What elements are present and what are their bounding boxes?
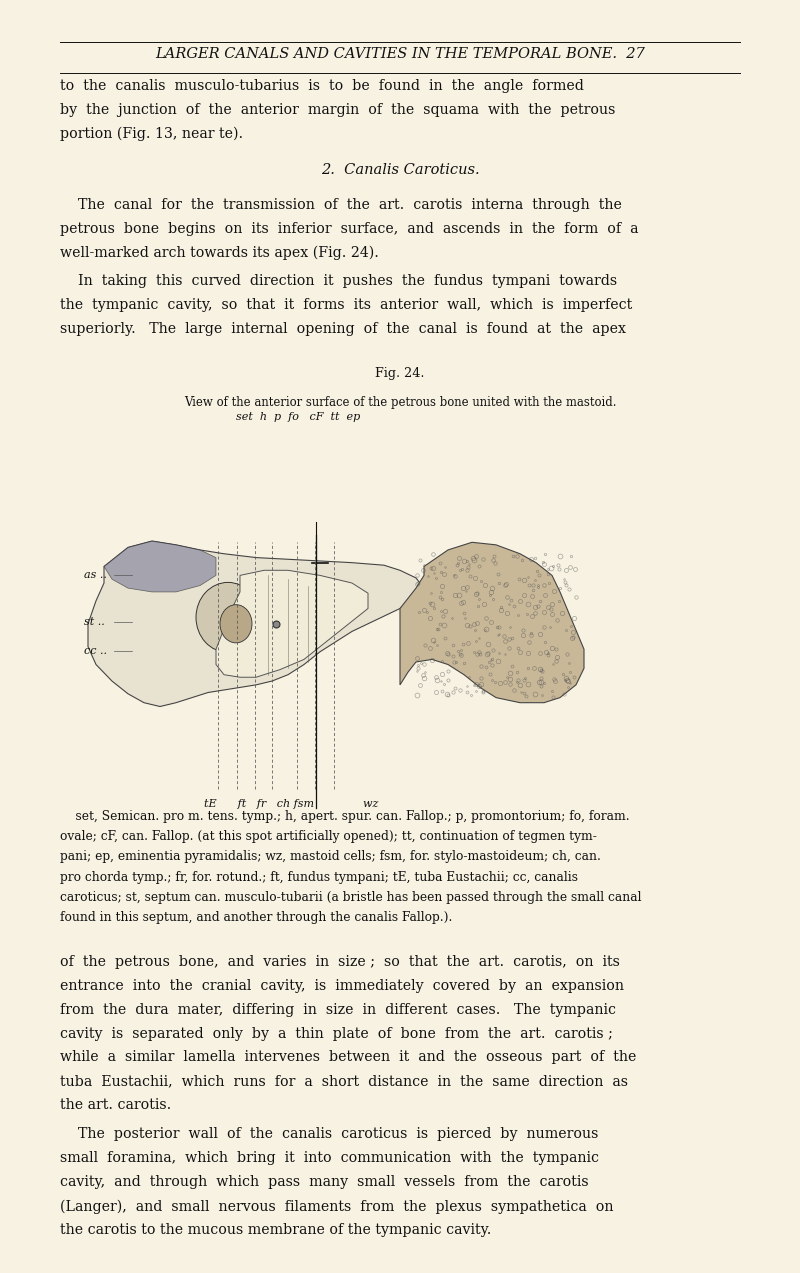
Text: tuba  Eustachii,  which  runs  for  a  short  distance  in  the  same  direction: tuba Eustachii, which runs for a short d… <box>60 1074 628 1088</box>
Text: from  the  dura  mater,  differing  in  size  in  different  cases.   The  tympa: from the dura mater, differing in size i… <box>60 1003 616 1017</box>
Polygon shape <box>88 541 424 707</box>
Text: as ..: as .. <box>84 570 107 580</box>
Text: the  tympanic  cavity,  so  that  it  forms  its  anterior  wall,  which  is  im: the tympanic cavity, so that it forms it… <box>60 298 632 312</box>
Polygon shape <box>104 541 216 592</box>
Text: portion (Fig. 13, near te).: portion (Fig. 13, near te). <box>60 127 243 141</box>
Text: entrance  into  the  cranial  cavity,  is  immediately  covered  by  an  expansi: entrance into the cranial cavity, is imm… <box>60 979 624 993</box>
Text: cavity,  and  through  which  pass  many  small  vessels  from  the  carotis: cavity, and through which pass many smal… <box>60 1175 589 1189</box>
Text: View of the anterior surface of the petrous bone united with the mastoid.: View of the anterior surface of the petr… <box>184 396 616 409</box>
Text: set, Semican. pro m. tens. tymp.; h, apert. spur. can. Fallop.; p, promontorium;: set, Semican. pro m. tens. tymp.; h, ape… <box>60 810 630 822</box>
Text: to  the  canalis  musculo-tubarius  is  to  be  found  in  the  angle  formed: to the canalis musculo-tubarius is to be… <box>60 79 584 93</box>
Text: cc ..: cc .. <box>84 645 107 656</box>
Text: the art. carotis.: the art. carotis. <box>60 1099 171 1113</box>
Text: while  a  similar  lamella  intervenes  between  it  and  the  osseous  part  of: while a similar lamella intervenes betwe… <box>60 1050 636 1064</box>
Text: The  canal  for  the  transmission  of  the  art.  carotis  interna  through  th: The canal for the transmission of the ar… <box>60 197 622 211</box>
Text: In  taking  this  curved  direction  it  pushes  the  fundus  tympani  towards: In taking this curved direction it pushe… <box>60 275 617 289</box>
Text: cavity  is  separated  only  by  a  thin  plate  of  bone  from  the  art.  caro: cavity is separated only by a thin plate… <box>60 1026 613 1040</box>
Text: The  posterior  wall  of  the  canalis  caroticus  is  pierced  by  numerous: The posterior wall of the canalis caroti… <box>60 1128 598 1142</box>
Text: the carotis to the mucous membrane of the tympanic cavity.: the carotis to the mucous membrane of th… <box>60 1223 491 1237</box>
Text: tE      ft   fr   ch fsm              wz: tE ft fr ch fsm wz <box>204 799 378 810</box>
Text: small  foramina,  which  bring  it  into  communication  with  the  tympanic: small foramina, which bring it into comm… <box>60 1151 599 1165</box>
Text: pro chorda tymp.; fr, for. rotund.; ft, fundus tympani; tE, tuba Eustachii; cc, : pro chorda tymp.; fr, for. rotund.; ft, … <box>60 871 578 883</box>
Polygon shape <box>400 542 584 703</box>
Text: (Langer),  and  small  nervous  filaments  from  the  plexus  sympathetica  on: (Langer), and small nervous filaments fr… <box>60 1199 614 1213</box>
Text: ovale; cF, can. Fallop. (at this spot artificially opened); tt, continuation of : ovale; cF, can. Fallop. (at this spot ar… <box>60 830 597 843</box>
Ellipse shape <box>196 582 260 652</box>
Text: by  the  junction  of  the  anterior  margin  of  the  squama  with  the  petrou: by the junction of the anterior margin o… <box>60 103 615 117</box>
Text: set  h  p  fo   cF  tt  ep: set h p fo cF tt ep <box>236 412 360 423</box>
Text: st ..: st .. <box>84 617 105 628</box>
Text: superiorly.   The  large  internal  opening  of  the  canal  is  found  at  the : superiorly. The large internal opening o… <box>60 322 626 336</box>
Text: of  the  petrous  bone,  and  varies  in  size ;  so  that  the  art.  carotis, : of the petrous bone, and varies in size … <box>60 955 620 969</box>
Text: petrous  bone  begins  on  its  inferior  surface,  and  ascends  in  the  form : petrous bone begins on its inferior surf… <box>60 222 638 236</box>
Text: pani; ep, eminentia pyramidalis; wz, mastoid cells; fsm, for. stylo-mastoideum; : pani; ep, eminentia pyramidalis; wz, mas… <box>60 850 601 863</box>
Polygon shape <box>216 570 368 677</box>
Text: well-marked arch towards its apex (Fig. 24).: well-marked arch towards its apex (Fig. … <box>60 246 379 260</box>
Text: caroticus; st, septum can. musculo-tubarii (a bristle has been passed through th: caroticus; st, septum can. musculo-tubar… <box>60 891 642 904</box>
Text: Fig. 24.: Fig. 24. <box>375 367 425 379</box>
Text: found in this septum, and another through the canalis Fallop.).: found in this septum, and another throug… <box>60 911 452 924</box>
Ellipse shape <box>220 605 252 643</box>
Text: LARGER CANALS AND CAVITIES IN THE TEMPORAL BONE.  27: LARGER CANALS AND CAVITIES IN THE TEMPOR… <box>155 47 645 61</box>
Text: 2.  Canalis Caroticus.: 2. Canalis Caroticus. <box>321 163 479 177</box>
